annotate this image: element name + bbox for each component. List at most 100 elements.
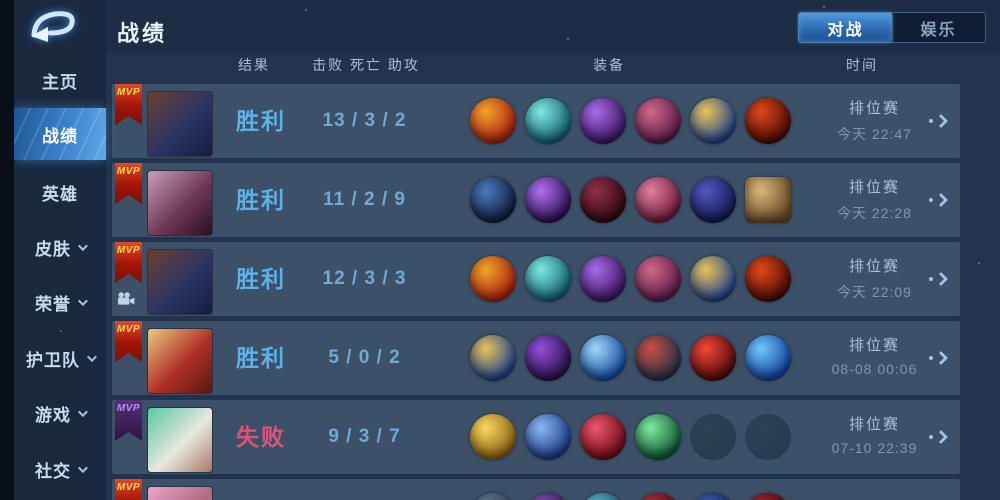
chevron-right-icon[interactable] xyxy=(929,349,949,367)
item-purple-weapon[interactable] xyxy=(580,98,626,144)
sidebar-item-skins[interactable]: 皮肤 xyxy=(14,226,106,268)
item-blue-crystal[interactable] xyxy=(745,335,791,381)
sidebar-item-honor[interactable]: 荣誉 xyxy=(14,281,106,323)
sidebar-item-label: 护卫队 xyxy=(26,350,80,370)
item-green-ring[interactable] xyxy=(635,414,681,460)
item-dark-red-cloak[interactable] xyxy=(580,177,626,223)
item-gold-hammer[interactable] xyxy=(470,414,516,460)
chevron-right-icon[interactable] xyxy=(929,112,949,130)
hero-blonde-red-outfit[interactable] xyxy=(148,329,212,393)
item-list xyxy=(470,414,791,460)
item-dark-red-orb[interactable] xyxy=(745,493,791,500)
header-items: 装备 xyxy=(593,57,625,73)
back-button[interactable] xyxy=(24,6,80,48)
hero-dark-haired-warrior[interactable] xyxy=(148,92,212,156)
item-red-gold-blade[interactable] xyxy=(470,98,516,144)
match-time: 今天 22:28 xyxy=(837,205,912,221)
item-red-orb[interactable] xyxy=(690,335,736,381)
item-navy-staff[interactable] xyxy=(690,177,736,223)
screen-notch-strip xyxy=(0,0,14,500)
hero-dark-haired-warrior[interactable] xyxy=(148,250,212,314)
back-swoosh-arrow-icon xyxy=(24,11,80,52)
item-red-gold-blade[interactable] xyxy=(470,256,516,302)
item-purple-weapon[interactable] xyxy=(580,256,626,302)
item-teal-blade[interactable] xyxy=(580,493,626,500)
item-purple-axe[interactable] xyxy=(525,335,571,381)
match-mode: 排位赛 xyxy=(848,258,900,275)
star-decor xyxy=(823,6,825,8)
hero-pink-haired[interactable] xyxy=(148,487,212,500)
chevron-down-icon xyxy=(77,406,88,417)
chevron-right-icon[interactable] xyxy=(929,270,949,288)
video-camera-icon[interactable] xyxy=(117,292,135,311)
mode-time-block: 排位赛 07-10 22:39 xyxy=(812,413,937,456)
item-blue-gold-feather[interactable] xyxy=(690,256,736,302)
match-row[interactable]: MVP xyxy=(112,479,960,500)
sidebar-item-game[interactable]: 游戏 xyxy=(14,392,106,434)
item-red-crystal[interactable] xyxy=(580,414,626,460)
tab-entertainment[interactable]: 娱乐 xyxy=(920,21,957,39)
item-gold-book[interactable] xyxy=(745,177,791,223)
sidebar-item-home[interactable]: 主页 xyxy=(14,59,106,101)
chevron-right-icon[interactable] xyxy=(929,428,949,446)
item-crimson-armor[interactable] xyxy=(635,98,681,144)
sidebar-item-social[interactable]: 社交 xyxy=(14,448,106,490)
tab-battle[interactable]: 对战 xyxy=(799,13,892,42)
match-result: 胜利 xyxy=(236,266,286,292)
item-grey-armor[interactable] xyxy=(470,493,516,500)
item-red-boots[interactable] xyxy=(635,335,681,381)
mvp-badge-red: MVP xyxy=(115,242,142,283)
item-purple-orb[interactable] xyxy=(525,493,571,500)
sidebar-item-label: 皮肤 xyxy=(35,239,71,259)
chevron-arrow xyxy=(933,429,949,445)
chevron-dot xyxy=(929,119,933,123)
item-teal-boots[interactable] xyxy=(525,256,571,302)
chevron-arrow xyxy=(933,271,949,287)
sidebar-nav: 主页战绩英雄皮肤荣誉护卫队游戏社交 xyxy=(14,52,106,500)
item-empty-slot[interactable] xyxy=(690,414,736,460)
item-ice-spear[interactable] xyxy=(580,335,626,381)
mvp-badge-purple: MVP xyxy=(115,400,142,441)
item-teal-boots[interactable] xyxy=(525,98,571,144)
chevron-down-icon xyxy=(77,295,88,306)
match-row[interactable]: MVP 胜利 13 / 3 / 2 排位赛 今天 22:47 xyxy=(112,84,960,158)
item-pink-tome[interactable] xyxy=(635,177,681,223)
item-blue-gold-feather[interactable] xyxy=(470,335,516,381)
item-blue-frost[interactable] xyxy=(525,414,571,460)
mode-tab-group: 对战 娱乐 xyxy=(798,12,986,43)
hero-dragon-creature[interactable] xyxy=(148,171,212,235)
page-title: 战绩 xyxy=(117,21,168,46)
chevron-down-icon xyxy=(86,351,97,362)
item-crimson-armor[interactable] xyxy=(635,256,681,302)
match-kda: 9 / 3 / 7 xyxy=(328,426,401,447)
match-row[interactable]: MVP 失败 9 / 3 / 7 排位赛 07-10 22:39 xyxy=(112,400,960,474)
match-mode: 排位赛 xyxy=(848,179,900,196)
mvp-badge-red: MVP xyxy=(115,321,142,362)
item-violet-charm[interactable] xyxy=(525,177,571,223)
chevron-dot xyxy=(929,277,933,281)
item-dark-blue-boots[interactable] xyxy=(470,177,516,223)
match-result: 胜利 xyxy=(236,345,286,371)
sidebar-item-label: 社交 xyxy=(35,461,71,481)
item-red-gem[interactable] xyxy=(635,493,681,500)
match-row[interactable]: MVP 胜利 11 / 2 / 9 排位赛 今天 22:28 xyxy=(112,163,960,237)
star-decor xyxy=(567,38,569,40)
hero-green-hair-girl[interactable] xyxy=(148,408,212,472)
header-result: 结果 xyxy=(238,57,270,73)
item-blue-shield[interactable] xyxy=(690,493,736,500)
star-decor xyxy=(60,330,62,332)
sidebar-item-guard[interactable]: 护卫队 xyxy=(14,337,106,379)
header-kda: 击败 死亡 助攻 xyxy=(312,57,420,73)
item-empty-slot[interactable] xyxy=(745,414,791,460)
item-red-eye-orb[interactable] xyxy=(745,256,791,302)
item-blue-gold-feather[interactable] xyxy=(690,98,736,144)
match-row[interactable]: MVP 胜利 12 / 3 / 3 排位赛 今天 22:09 xyxy=(112,242,960,316)
match-mode: 排位赛 xyxy=(848,100,900,117)
sidebar-item-label: 战绩 xyxy=(42,126,78,146)
sidebar-item-records[interactable]: 战绩 xyxy=(14,108,106,160)
match-row[interactable]: MVP 胜利 5 / 0 / 2 排位赛 08-08 00:06 xyxy=(112,321,960,395)
chevron-right-icon[interactable] xyxy=(929,191,949,209)
item-red-eye-orb[interactable] xyxy=(745,98,791,144)
sidebar-item-heroes[interactable]: 英雄 xyxy=(14,171,106,213)
item-list xyxy=(470,493,791,500)
